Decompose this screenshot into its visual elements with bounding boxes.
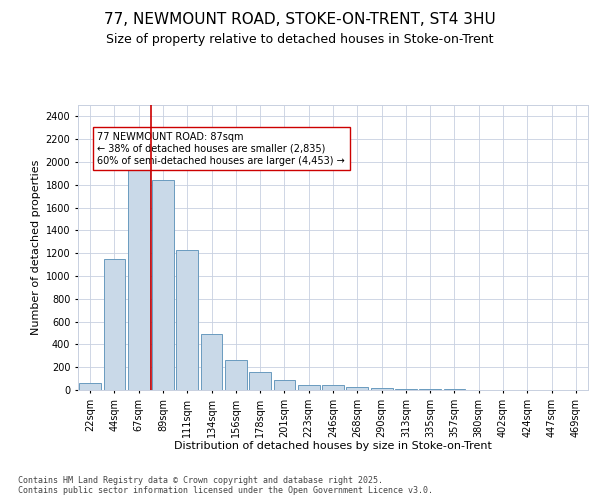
- Text: Size of property relative to detached houses in Stoke-on-Trent: Size of property relative to detached ho…: [106, 32, 494, 46]
- Bar: [176, 250, 198, 390]
- Bar: [249, 372, 271, 390]
- Bar: [79, 383, 101, 390]
- Bar: [298, 386, 320, 390]
- Bar: [104, 259, 125, 390]
- Bar: [371, 388, 392, 390]
- Bar: [200, 334, 223, 390]
- X-axis label: Distribution of detached houses by size in Stoke-on-Trent: Distribution of detached houses by size …: [174, 441, 492, 451]
- Bar: [322, 386, 344, 390]
- Bar: [152, 180, 174, 390]
- Bar: [128, 168, 149, 390]
- Bar: [346, 386, 368, 390]
- Bar: [225, 360, 247, 390]
- Y-axis label: Number of detached properties: Number of detached properties: [31, 160, 41, 335]
- Text: Contains HM Land Registry data © Crown copyright and database right 2025.
Contai: Contains HM Land Registry data © Crown c…: [18, 476, 433, 495]
- Text: 77 NEWMOUNT ROAD: 87sqm
← 38% of detached houses are smaller (2,835)
60% of semi: 77 NEWMOUNT ROAD: 87sqm ← 38% of detache…: [97, 132, 345, 166]
- Text: 77, NEWMOUNT ROAD, STOKE-ON-TRENT, ST4 3HU: 77, NEWMOUNT ROAD, STOKE-ON-TRENT, ST4 3…: [104, 12, 496, 28]
- Bar: [274, 380, 295, 390]
